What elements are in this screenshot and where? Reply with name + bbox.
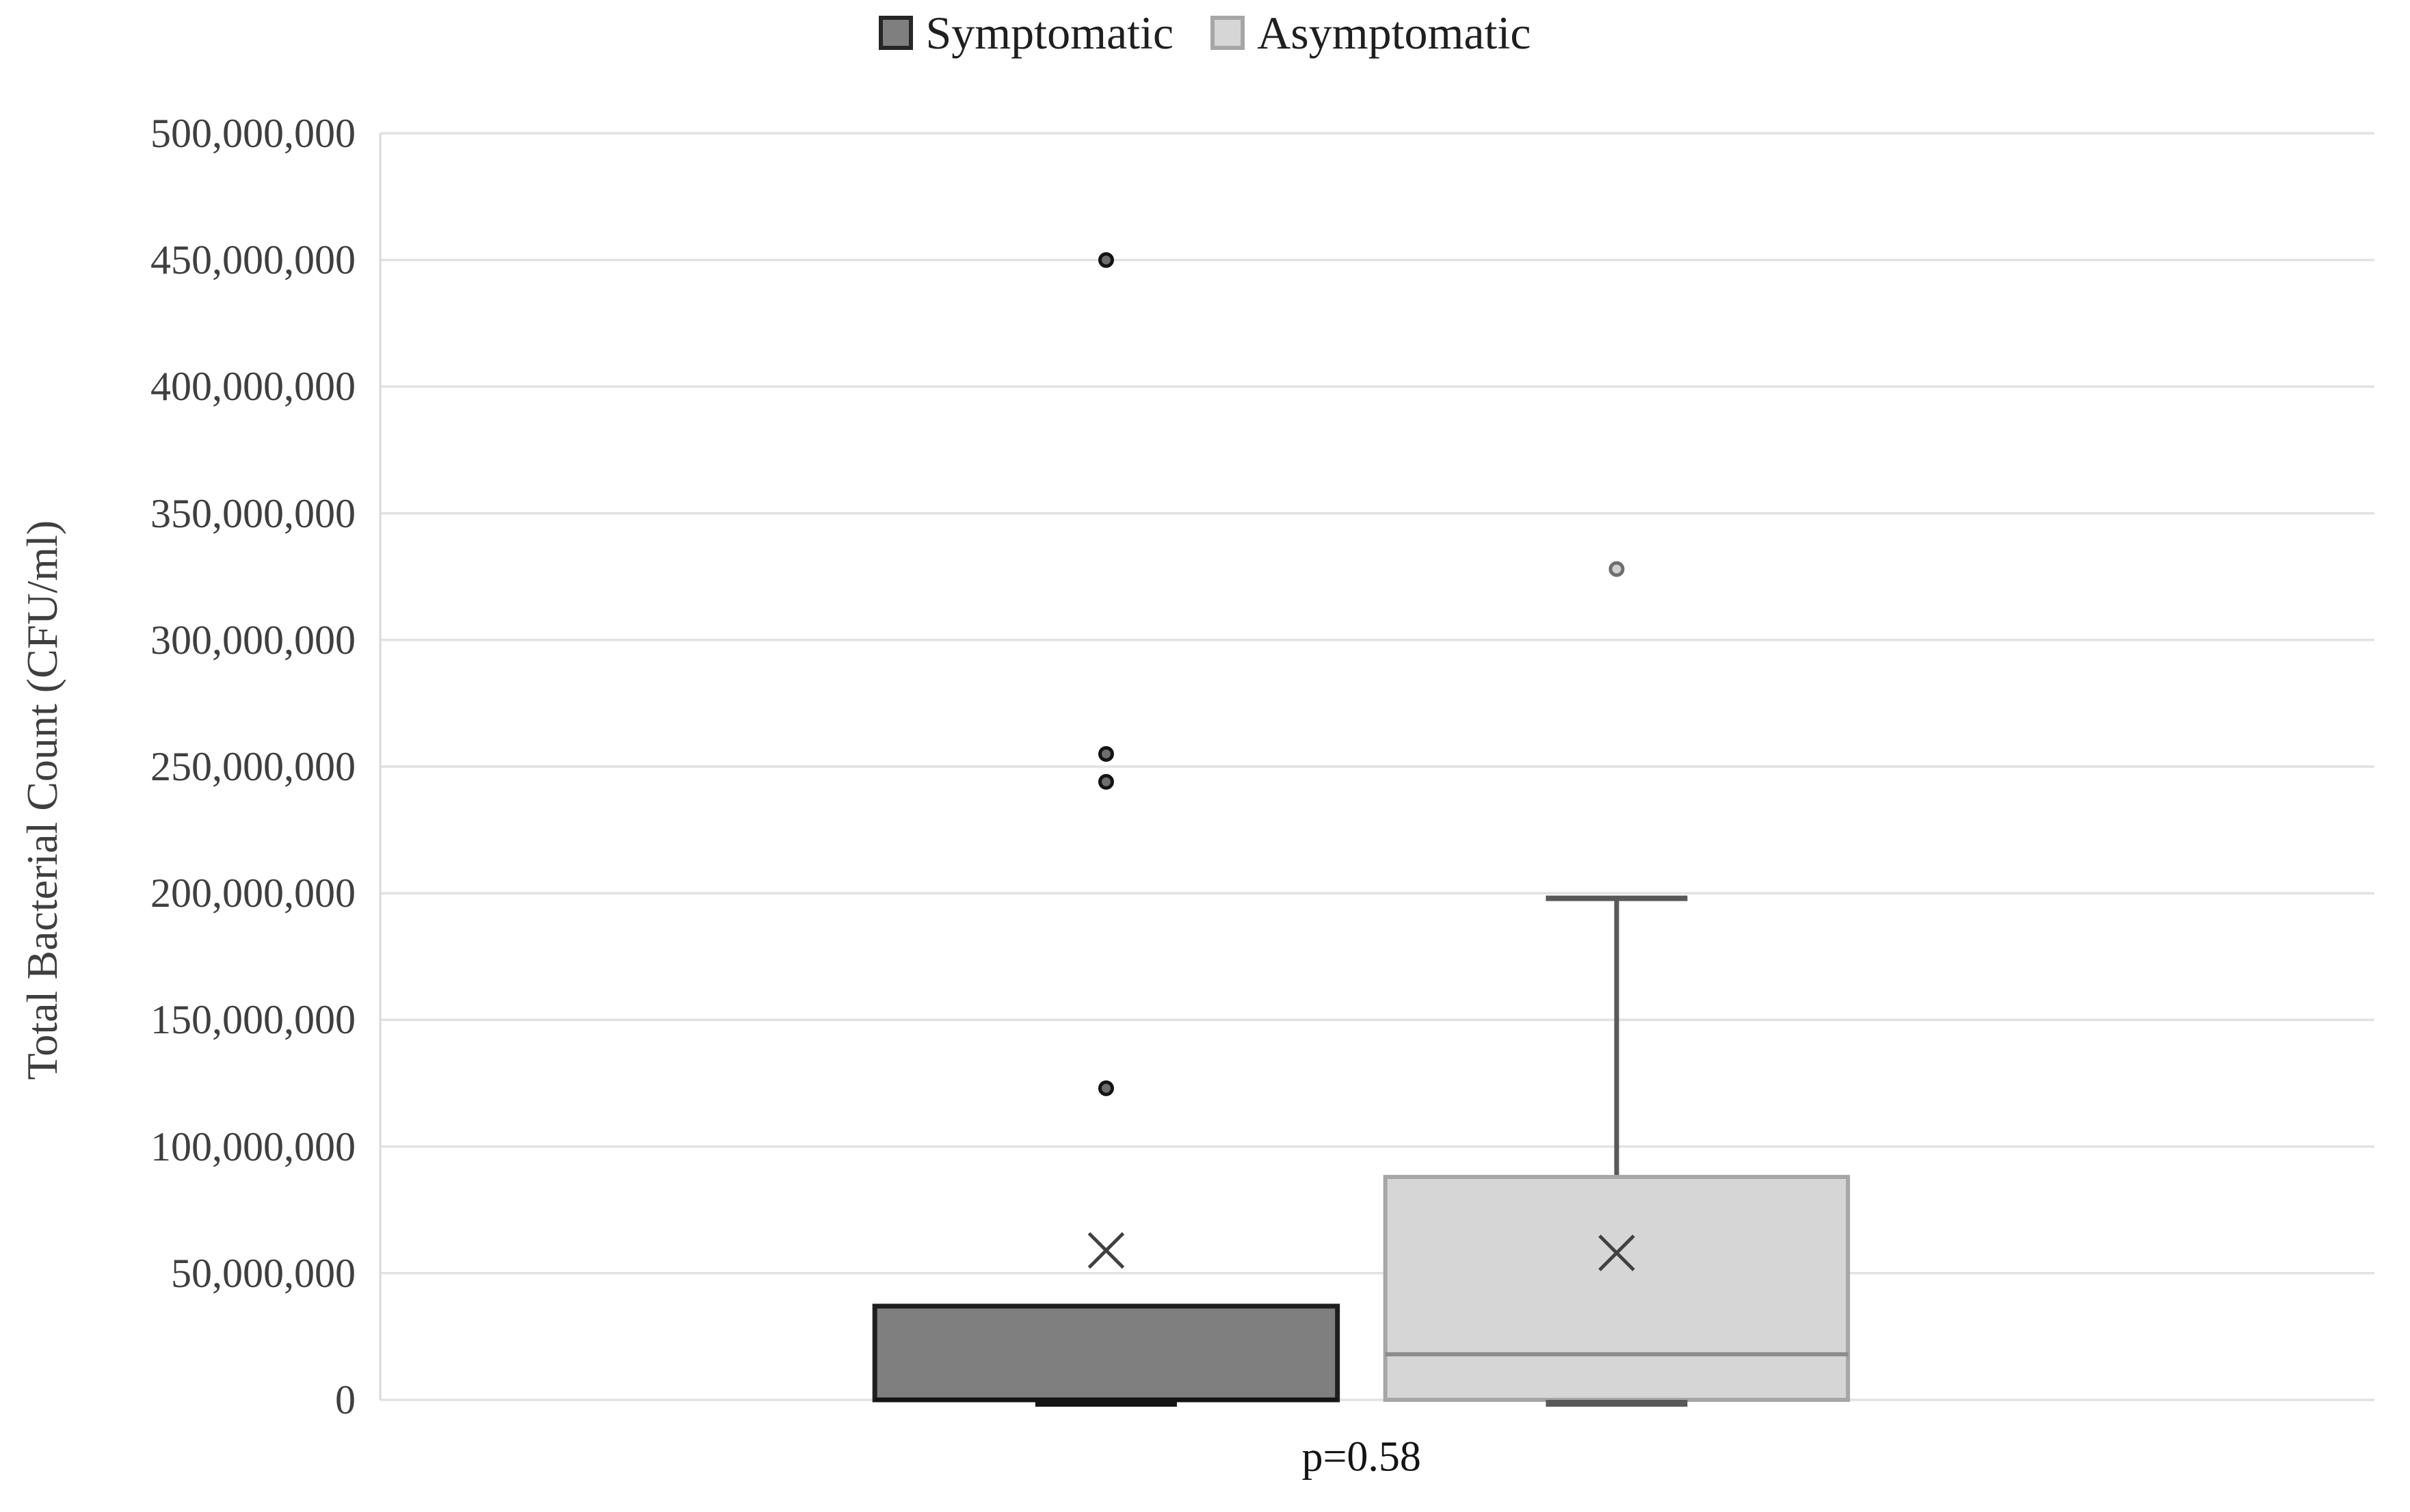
y-axis-tick-label: 300,000,000 <box>150 617 356 663</box>
p-value-annotation: p=0.58 <box>1301 1433 1421 1481</box>
y-axis-tick-label: 200,000,000 <box>150 871 356 916</box>
outlier-point-symptomatic <box>1098 745 1114 762</box>
outlier-point-symptomatic <box>1098 773 1114 790</box>
legend-swatch-asymptomatic <box>1210 16 1245 50</box>
outlier-point-symptomatic <box>1098 252 1114 268</box>
box-symptomatic <box>872 1303 1340 1403</box>
legend: Symptomatic Asymptomatic <box>0 10 2410 56</box>
y-axis-tick-label: 400,000,000 <box>150 364 356 410</box>
y-axis-tick-label: 350,000,000 <box>150 490 356 536</box>
legend-item-asymptomatic: Asymptomatic <box>1210 10 1531 56</box>
mean-marker-asymptomatic <box>1598 1234 1635 1271</box>
y-axis-tick-label: 250,000,000 <box>150 744 356 789</box>
outlier-point-asymptomatic <box>1608 561 1625 577</box>
legend-swatch-symptomatic <box>879 16 914 50</box>
y-axis-tick-label: 150,000,000 <box>150 997 356 1043</box>
outlier-point-symptomatic <box>1098 1080 1114 1096</box>
box-asymptomatic <box>1383 1175 1851 1402</box>
legend-label-symptomatic: Symptomatic <box>925 7 1174 59</box>
mean-marker-symptomatic <box>1087 1232 1125 1269</box>
y-axis-tick-label: 450,000,000 <box>150 237 356 283</box>
y-axis-tick-label: 50,000,000 <box>171 1250 356 1296</box>
legend-item-symptomatic: Symptomatic <box>879 10 1174 56</box>
y-axis-tick-label: 500,000,000 <box>150 111 356 156</box>
y-axis-tick-label: 0 <box>335 1377 356 1422</box>
legend-label-asymptomatic: Asymptomatic <box>1257 7 1531 59</box>
y-axis-tick-label: 100,000,000 <box>150 1124 356 1169</box>
